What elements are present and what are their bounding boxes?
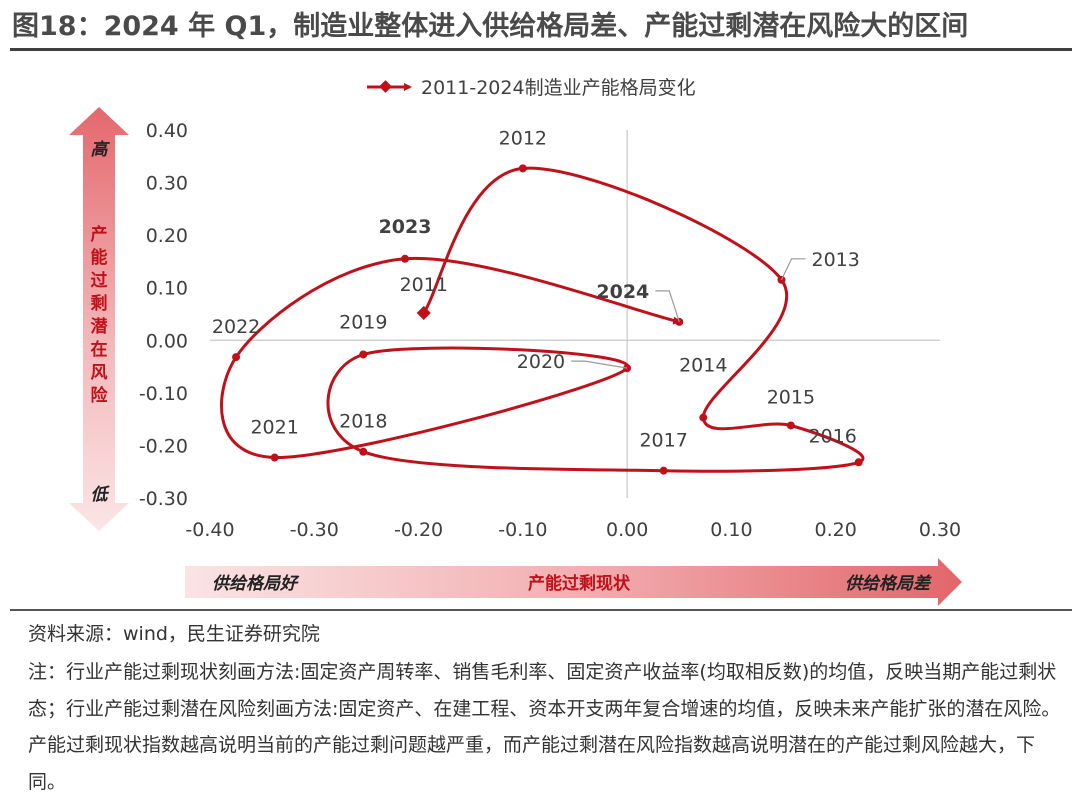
- y-tick-label: -0.10: [139, 383, 188, 405]
- x-tick-label: 0.30: [919, 519, 961, 541]
- y-tick-label: 0.20: [146, 225, 188, 247]
- note-text: 注：行业产能过剩现状刻画方法:固定资产周转率、销售毛利率、固定资产收益率(均取相…: [28, 661, 1061, 793]
- point-label-2015: 2015: [767, 386, 815, 408]
- y-tick-label: -0.30: [139, 488, 188, 510]
- point-label-2021: 2021: [250, 417, 298, 439]
- data-point: [270, 453, 279, 462]
- y-axis-label: 产能过剩潜在风险: [91, 224, 109, 406]
- x-tick-label: 0.10: [710, 519, 752, 541]
- footer-divider: [10, 609, 1072, 611]
- point-label-2024: 2024: [596, 281, 649, 303]
- point-label-2022: 2022: [212, 316, 260, 338]
- data-point: [786, 421, 795, 430]
- y-tick-label: 0.00: [146, 330, 188, 352]
- data-point: [518, 164, 527, 173]
- x-tick-label: 0.00: [606, 519, 648, 541]
- x-tick-label: -0.10: [498, 519, 547, 541]
- label-leader-line: [655, 290, 680, 323]
- data-point: [699, 413, 708, 422]
- point-label-2016: 2016: [808, 425, 856, 447]
- point-label-2018: 2018: [339, 411, 387, 433]
- x-status-arrow: 供给格局好 产能过剩现状 供给格局差: [185, 558, 962, 606]
- y-tick-label: 0.40: [146, 120, 188, 142]
- x-tick-label: -0.20: [394, 519, 443, 541]
- x-tick-label: 0.20: [815, 519, 857, 541]
- data-point: [359, 447, 368, 456]
- point-label-2014: 2014: [679, 355, 727, 377]
- label-leader-line: [571, 360, 628, 369]
- label-leader-line: [780, 258, 806, 281]
- point-label-2023: 2023: [379, 216, 432, 238]
- y-tick-label: -0.20: [139, 435, 188, 457]
- x-arrow-right-label: 供给格局差: [845, 574, 932, 594]
- data-point: [659, 466, 668, 475]
- y-arrow-high-label: 高: [91, 140, 111, 160]
- title-divider: [10, 48, 1072, 51]
- source-text: 资料来源：wind，民生证券研究院: [28, 623, 320, 645]
- axes: 0.40 0.30 0.20 0.10 0.00 -0.10 -0.20 -0.30 -0.40…: [139, 120, 961, 541]
- data-point: [359, 350, 368, 359]
- point-labels: 2011 2012 2013 2014 2015 2016 2017 2018 2019 2020…: [212, 127, 860, 451]
- point-label-2012: 2012: [499, 127, 547, 149]
- point-label-2013: 2013: [811, 249, 859, 271]
- x-tick-label: -0.40: [185, 519, 234, 541]
- point-label-2019: 2019: [339, 311, 387, 333]
- point-label-2020: 2020: [517, 351, 565, 373]
- x-axis-label: 产能过剩现状: [528, 573, 631, 594]
- series-line: [220, 166, 865, 473]
- legend: 2011-2024制造业产能格局变化: [367, 77, 696, 99]
- y-arrow-low-label: 低: [91, 485, 111, 505]
- figure-title: 图18：2024 年 Q1，制造业整体进入供给格局差、产能过剩潜在风险大的区间: [12, 11, 969, 42]
- legend-label: 2011-2024制造业产能格局变化: [421, 77, 696, 99]
- y-tick-label: 0.30: [146, 173, 188, 195]
- x-arrow-left-label: 供给格局好: [212, 574, 300, 594]
- y-tick-label: 0.10: [146, 278, 188, 300]
- point-label-2011: 2011: [400, 274, 448, 296]
- data-point: [232, 353, 241, 362]
- data-point: [401, 254, 410, 263]
- trajectory: [220, 166, 865, 473]
- y-risk-arrow: 高 低 产能过剩潜在风险: [69, 107, 129, 531]
- x-tick-label: -0.30: [290, 519, 339, 541]
- data-point: [854, 458, 863, 467]
- data-points: [232, 164, 863, 475]
- start-point-marker: [416, 305, 431, 321]
- point-label-2017: 2017: [639, 430, 687, 452]
- chart-canvas: 高 低 产能过剩潜在风险 供给格局好 产能过剩现状 供给格局差 2011-202…: [69, 77, 962, 606]
